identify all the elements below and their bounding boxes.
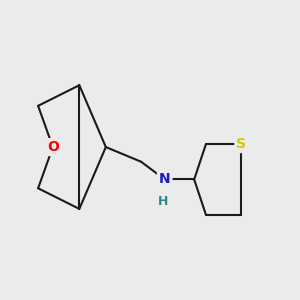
Text: O: O bbox=[47, 140, 59, 154]
Text: S: S bbox=[236, 137, 246, 151]
Text: N: N bbox=[159, 172, 170, 186]
Text: H: H bbox=[158, 195, 168, 208]
